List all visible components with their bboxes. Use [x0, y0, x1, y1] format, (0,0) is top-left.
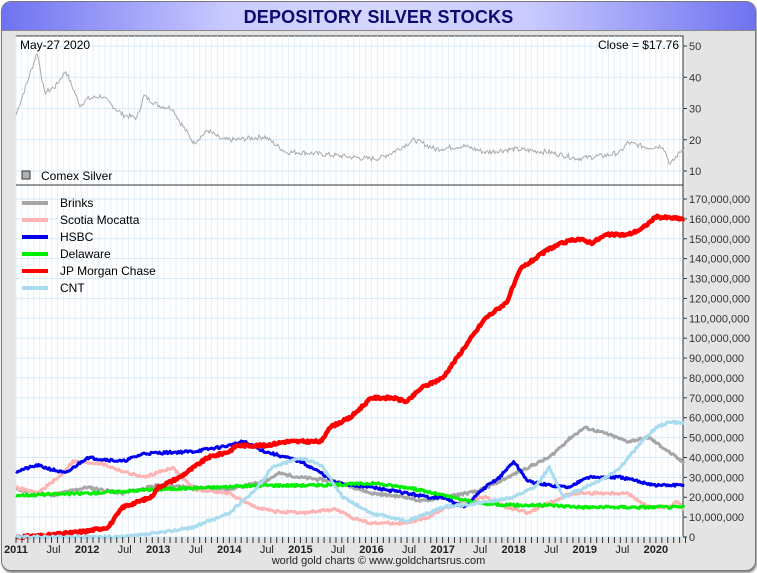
x-tick-label: Jul [544, 544, 558, 556]
y-tick-label: 0 [689, 532, 695, 544]
footer-credit: world gold charts © www.goldchartsrus.co… [271, 555, 486, 567]
y-tick-label: 150,000,000 [689, 234, 750, 246]
chart-title: DEPOSITORY SILVER STOCKS [243, 7, 514, 27]
y-tick-label: 40,000,000 [689, 452, 744, 464]
series-line-cnt [15, 419, 686, 540]
y-tick-label: 170,000,000 [689, 194, 750, 206]
title-bar: DEPOSITORY SILVER STOCKS [2, 2, 755, 31]
y-tick-label: 40 [689, 72, 701, 84]
y-tick-label: 80,000,000 [689, 373, 744, 385]
y-tick-label: 130,000,000 [689, 274, 750, 286]
y-tick-label: 100,000,000 [689, 333, 750, 345]
x-tick-label: 2011 [4, 544, 28, 556]
y-tick-label: 20 [689, 135, 701, 147]
x-tick-label: 2017 [430, 544, 454, 556]
x-tick-label: 2018 [501, 544, 525, 556]
x-tick-label: Jul [402, 544, 416, 556]
y-tick-label: 30,000,000 [689, 472, 744, 484]
series-line-jp-morgan-chase [14, 213, 686, 541]
y-tick-label: 70,000,000 [689, 393, 744, 405]
legend-swatch [21, 170, 31, 180]
series-line-delaware [15, 480, 686, 510]
x-tick-label: Jul [47, 544, 61, 556]
close-label: Close = $17.76 [598, 38, 679, 52]
legend-label: Delaware [60, 247, 111, 261]
legend-label: Scotia Mocatta [60, 213, 140, 227]
y-tick-label: 10,000,000 [689, 512, 744, 524]
y-tick-label: 60,000,000 [689, 413, 744, 425]
x-tick-label: Jul [189, 544, 203, 556]
x-tick-label: 2020 [644, 544, 668, 556]
date-label: May-27 2020 [20, 38, 90, 52]
x-tick-label: 2015 [288, 544, 312, 556]
legend-label: Brinks [60, 196, 93, 210]
x-tick-label: 2014 [217, 544, 242, 556]
y-tick-label: 30 [689, 104, 701, 116]
legend-label: Comex Silver [41, 169, 112, 183]
y-tick-label: 140,000,000 [689, 254, 750, 266]
y-tick-label: 50,000,000 [689, 433, 744, 445]
x-tick-label: Jul [118, 544, 132, 556]
y-tick-label: 110,000,000 [689, 313, 749, 325]
y-tick-label: 50 [689, 41, 701, 53]
y-tick-label: 120,000,000 [689, 293, 750, 305]
x-tick-label: 2016 [359, 544, 383, 556]
y-tick-label: 90,000,000 [689, 353, 744, 365]
x-tick-label: 2019 [573, 544, 597, 556]
x-tick-label: Jul [615, 544, 629, 556]
legend-label: CNT [60, 281, 85, 295]
y-tick-label: 10 [689, 166, 701, 178]
y-tick-label: 20,000,000 [689, 492, 744, 504]
series-line-comex-silver [15, 53, 685, 165]
legend-label: JP Morgan Chase [60, 264, 156, 278]
x-tick-label: Jul [331, 544, 345, 556]
x-tick-label: 2013 [146, 544, 170, 556]
legend-label: HSBC [60, 230, 94, 244]
y-tick-label: 160,000,000 [689, 214, 750, 226]
x-tick-label: 2012 [75, 544, 99, 556]
x-tick-label: Jul [473, 544, 487, 556]
x-tick-label: Jul [260, 544, 274, 556]
